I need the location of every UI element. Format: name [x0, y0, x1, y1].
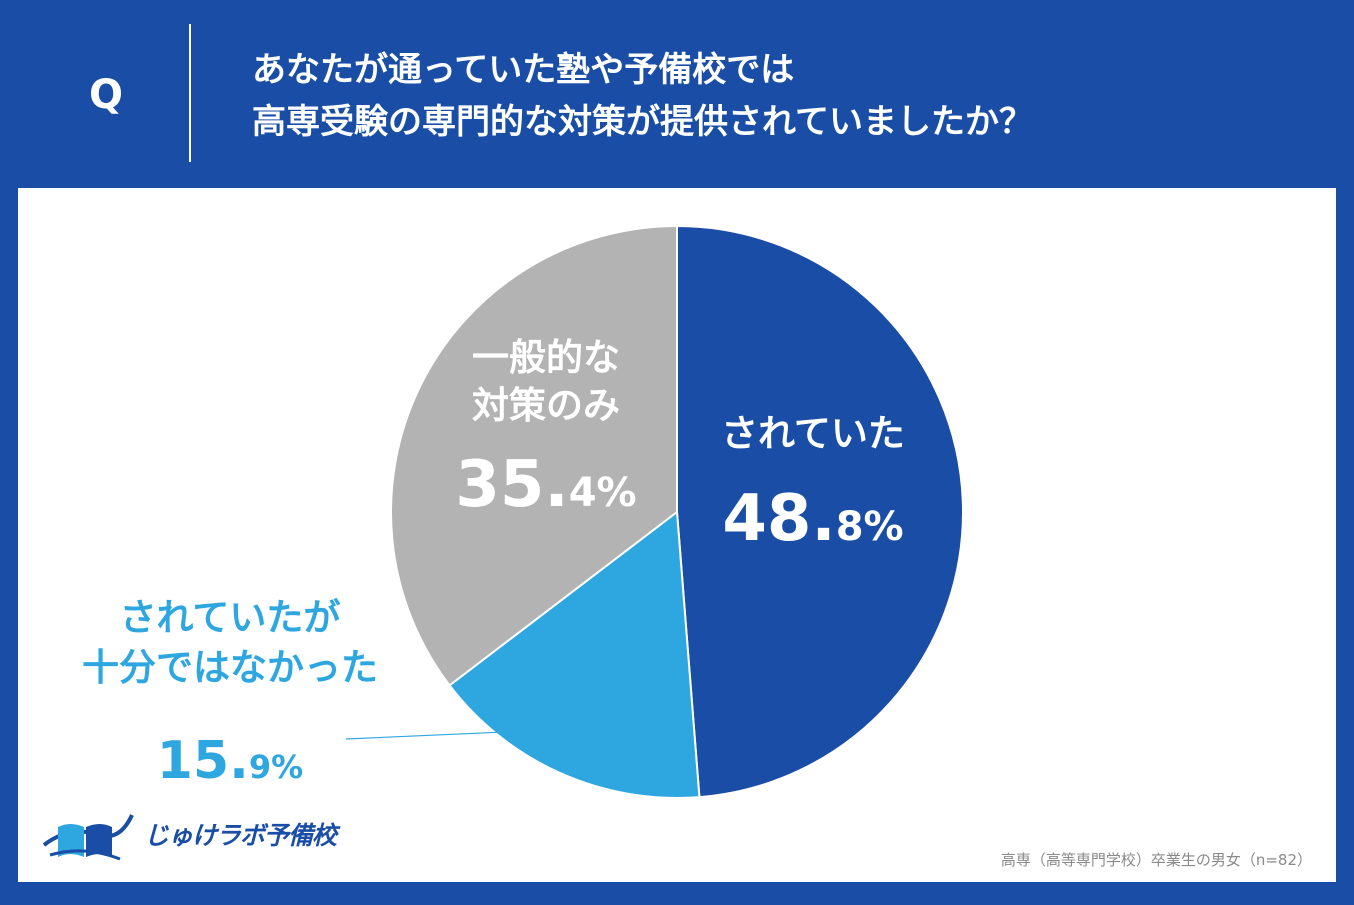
question-line-1: あなたが通っていた塾や予備校では [252, 50, 795, 90]
q-mark: Q [88, 72, 123, 118]
chart-panel: されていた 48.8% されていたが 十分ではなかった 15.9% 一般的な対策のみ 35.… [18, 188, 1336, 882]
book-icon [42, 814, 134, 861]
pie-slice-1 [676, 224, 964, 799]
pie-slice-2 [448, 510, 701, 799]
slice-value-3: 35.4% [455, 448, 636, 522]
logo-text: じゅけラボ予備校 [144, 821, 337, 850]
slice-label-2-line-2: 十分ではなかった [82, 646, 378, 689]
question-line-2: 高専受験の専門的な対策が提供されていましたか？ [252, 102, 1033, 142]
slice-label-3-line-1: 一般的な [472, 336, 620, 379]
leader-line [345, 728, 581, 740]
slice-value-2: 15.9% [157, 731, 303, 791]
slice-value-1: 48.8% [722, 482, 903, 556]
pie-slice-3 [390, 224, 678, 687]
slice-label-3-line-2: 対策のみ [472, 384, 620, 427]
footnote: 高専（高等専門学校）卒業生の男女（n=82） [1000, 851, 1312, 869]
slice-label-2-line-1: されていたが [120, 596, 341, 639]
q-divider [189, 24, 191, 162]
question-text: あなたが通っていた塾や予備校では 高専受験の専門的な対策が提供されていましたか？ [252, 44, 1312, 148]
slice-label-1-line-1: されていた [721, 412, 905, 455]
logo: じゅけラボ予備校 [40, 805, 337, 863]
